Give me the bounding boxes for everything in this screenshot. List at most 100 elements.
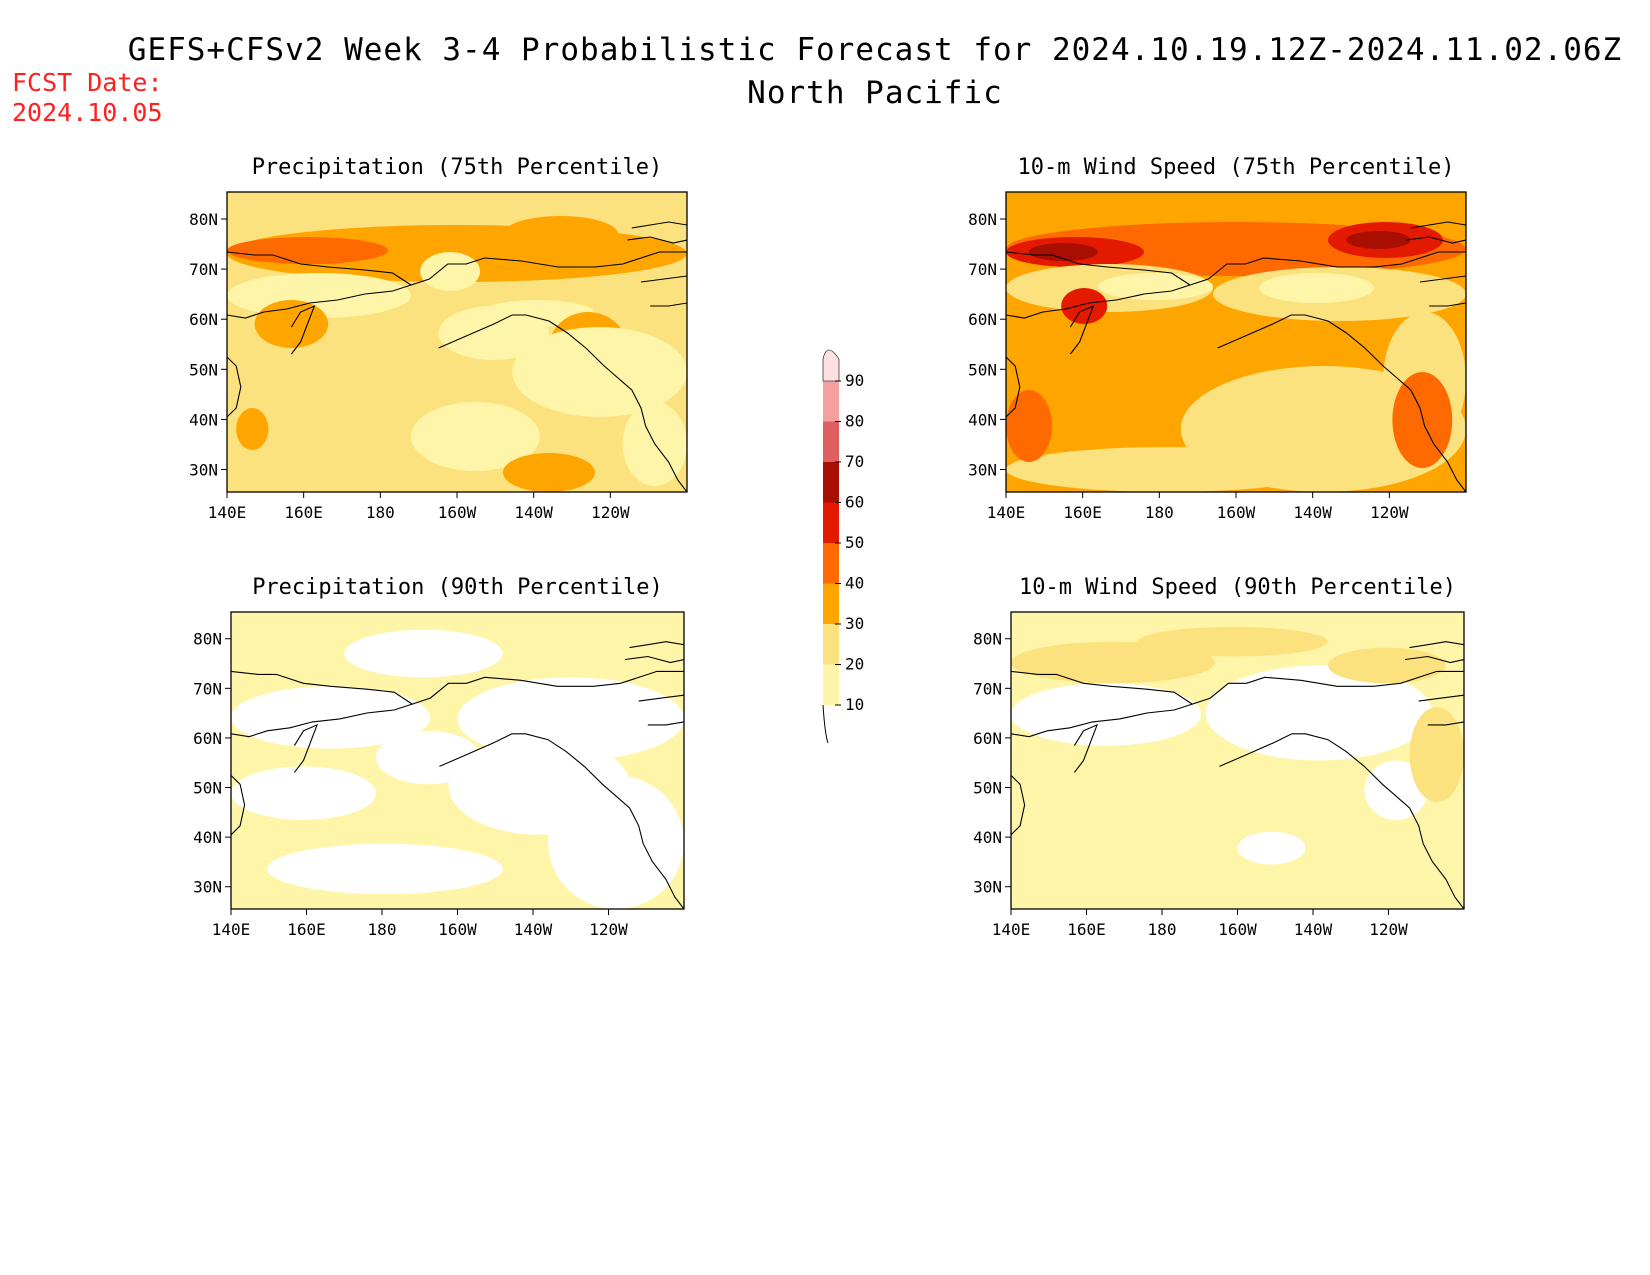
panel-title: 10-m Wind Speed (75th Percentile) — [1017, 155, 1454, 180]
lon-tick-label: 120W — [1370, 503, 1409, 522]
colorbar-bin — [823, 421, 839, 462]
probability-region — [1011, 683, 1202, 746]
probability-region — [1006, 447, 1328, 492]
lat-tick-label: 70N — [973, 679, 1002, 698]
lon-tick-label: 140E — [212, 920, 251, 939]
lat-tick-label: 70N — [968, 260, 997, 279]
coastline — [627, 236, 687, 244]
coastline — [439, 733, 684, 909]
probability-region — [503, 216, 618, 252]
colorbar-label: 80 — [845, 412, 864, 431]
probability-region — [420, 252, 480, 291]
coastline — [1069, 304, 1095, 355]
probability-region — [1011, 641, 1215, 684]
lon-tick-label: 180 — [368, 920, 397, 939]
probability-fill — [227, 192, 687, 492]
coastline — [227, 284, 412, 319]
colorbar-bin — [823, 583, 839, 624]
probability-fill — [1011, 612, 1464, 909]
fcst-date-value: 2024.10.05 — [12, 98, 163, 127]
colorbar-label: 70 — [845, 452, 864, 471]
probability-region — [1061, 288, 1108, 324]
probability-fill — [1006, 192, 1466, 492]
coastline — [1427, 721, 1464, 726]
lon-tick-label: 140E — [992, 920, 1031, 939]
colorbar-label: 60 — [845, 493, 864, 512]
lon-tick-label: 160E — [1063, 503, 1102, 522]
lon-tick-label: 160W — [1218, 920, 1257, 939]
panel-title: Precipitation (75th Percentile) — [252, 155, 663, 180]
coastline — [631, 221, 687, 229]
colorbar-tail — [822, 704, 829, 744]
coastline — [1219, 733, 1464, 909]
probability-region — [438, 306, 549, 360]
lat-tick-label: 40N — [973, 828, 1002, 847]
probability-region — [273, 246, 365, 264]
probability-region — [254, 300, 329, 348]
colorbar-bin — [823, 664, 839, 705]
coastline — [231, 670, 684, 705]
lat-tick-label: 50N — [189, 360, 218, 379]
probability-region — [1392, 372, 1453, 468]
coastline — [293, 723, 319, 773]
probability-region — [1259, 273, 1374, 303]
coastline — [1419, 275, 1466, 283]
panel-title: Precipitation (90th Percentile) — [252, 575, 663, 600]
coastline — [1011, 775, 1026, 836]
coastline — [231, 775, 246, 836]
coastline — [1217, 314, 1466, 492]
lon-tick-label: 160W — [438, 920, 477, 939]
coastline — [231, 703, 413, 738]
probability-region — [231, 686, 431, 749]
lon-tick-label: 180 — [1148, 920, 1177, 939]
lat-tick-label: 30N — [193, 878, 222, 897]
lon-tick-label: 140W — [514, 503, 553, 522]
lat-tick-label: 50N — [973, 779, 1002, 798]
colorbar-bin — [823, 462, 839, 503]
lat-tick-label: 80N — [189, 210, 218, 229]
coastline — [1418, 694, 1464, 702]
probability-region — [236, 408, 269, 450]
lon-tick-label: 120W — [589, 920, 628, 939]
lat-tick-label: 50N — [193, 779, 222, 798]
probability-region — [512, 327, 687, 417]
region-subtitle: North Pacific — [747, 75, 1003, 111]
lon-tick-label: 120W — [1369, 920, 1408, 939]
lat-tick-label: 60N — [968, 310, 997, 329]
lon-tick-label: 120W — [591, 503, 630, 522]
probability-region — [411, 402, 540, 471]
probability-region — [1346, 231, 1411, 249]
lat-tick-label: 70N — [189, 260, 218, 279]
probability-region — [1237, 831, 1306, 865]
colorbar-label: 50 — [845, 533, 864, 552]
lon-tick-label: 140W — [1293, 503, 1332, 522]
lat-tick-label: 60N — [973, 729, 1002, 748]
lon-tick-label: 160E — [1067, 920, 1106, 939]
coastline — [1006, 284, 1191, 319]
coastline — [1410, 221, 1466, 229]
coastline — [1011, 703, 1193, 738]
coastline — [1405, 655, 1464, 664]
coastline — [629, 641, 684, 649]
lat-tick-label: 70N — [193, 679, 222, 698]
probability-region — [1029, 243, 1098, 261]
colorbar: 10 20 30 40 50 60 70 80 90 — [822, 349, 864, 744]
lon-tick-label: 140W — [514, 920, 553, 939]
colorbar-bin — [823, 502, 839, 543]
probability-region — [267, 843, 503, 895]
lon-tick-label: 160W — [1217, 503, 1256, 522]
map-panel-4: 10-m Wind Speed (90th Percentile) 140E 160… — [973, 575, 1465, 939]
colorbar-bin — [823, 624, 839, 665]
probability-region — [231, 766, 376, 820]
lon-tick-label: 160E — [284, 503, 323, 522]
lat-tick-label: 40N — [193, 828, 222, 847]
probability-region — [548, 775, 684, 909]
lon-tick-label: 140W — [1294, 920, 1333, 939]
coastline — [638, 694, 684, 702]
lat-tick-label: 40N — [968, 410, 997, 429]
lat-tick-label: 60N — [193, 729, 222, 748]
coastline — [438, 314, 687, 492]
coastline — [1409, 641, 1464, 649]
probability-region — [1137, 626, 1329, 657]
